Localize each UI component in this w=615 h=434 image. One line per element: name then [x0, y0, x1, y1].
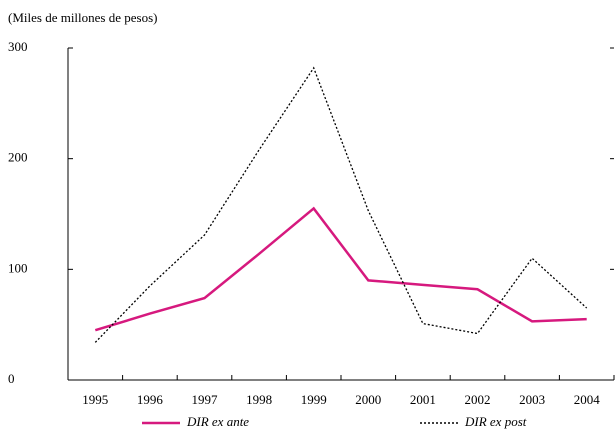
- x-tick-label: 2004: [574, 392, 601, 407]
- legend-label: DIR ex post: [464, 414, 527, 429]
- y-tick-label: 100: [8, 260, 28, 275]
- y-tick-label: 300: [8, 39, 28, 54]
- x-tick-label: 1995: [82, 392, 108, 407]
- x-tick-label: 1999: [301, 392, 327, 407]
- y-axis-label: (Miles de millones de pesos): [8, 10, 157, 25]
- x-tick-label: 1997: [192, 392, 219, 407]
- line-series: [94, 206, 587, 332]
- x-tick-label: 2002: [465, 392, 491, 407]
- x-tick-label: 1996: [137, 392, 164, 407]
- line-series: [94, 66, 588, 343]
- legend-label: DIR ex ante: [186, 414, 249, 429]
- y-tick-label: 0: [8, 371, 15, 386]
- x-tick-label: 2003: [519, 392, 545, 407]
- y-tick-label: 200: [8, 150, 28, 165]
- x-tick-label: 2000: [355, 392, 381, 407]
- x-tick-label: 1998: [246, 392, 272, 407]
- x-tick-label: 2001: [410, 392, 436, 407]
